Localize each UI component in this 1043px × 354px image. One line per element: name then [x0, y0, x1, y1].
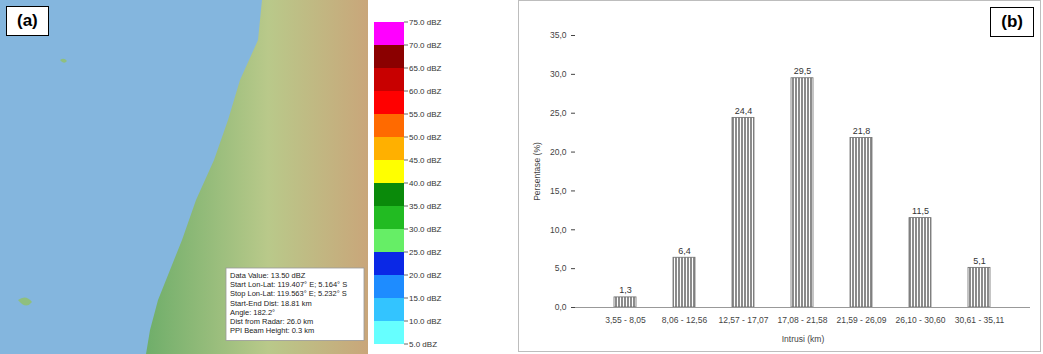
svg-text:Start Lon-Lat: 119.407° E; 5.1: Start Lon-Lat: 119.407° E; 5.164° S: [230, 280, 347, 289]
svg-text:Angle: 182.2°: Angle: 182.2°: [230, 308, 275, 317]
svg-text:0,0: 0,0: [555, 302, 567, 312]
svg-text:PPI Beam Height: 0.3 km: PPI Beam Height: 0.3 km: [230, 326, 314, 335]
svg-text:25.0 dBZ: 25.0 dBZ: [409, 248, 442, 257]
svg-text:29,5: 29,5: [794, 66, 812, 76]
svg-text:21,59 - 26,09: 21,59 - 26,09: [836, 315, 886, 325]
svg-text:Intrusi (km): Intrusi (km): [782, 334, 825, 344]
svg-text:26,10 - 30,60: 26,10 - 30,60: [895, 315, 945, 325]
svg-text:5.0 dBZ: 5.0 dBZ: [409, 340, 437, 349]
svg-text:1,3: 1,3: [619, 285, 632, 295]
svg-text:60.0 dBZ: 60.0 dBZ: [409, 87, 442, 96]
svg-text:6,4: 6,4: [678, 246, 691, 256]
svg-text:Stop Lon-Lat: 119.563° E; 5.23: Stop Lon-Lat: 119.563° E; 5.232° S: [230, 289, 347, 298]
svg-text:70.0 dBZ: 70.0 dBZ: [409, 41, 442, 50]
svg-text:30,0: 30,0: [550, 69, 567, 79]
svg-text:20.0 dBZ: 20.0 dBZ: [409, 271, 442, 280]
svg-text:35,0: 35,0: [550, 30, 567, 40]
html-text:(b): (b): [1001, 12, 1023, 31]
svg-text:20,0: 20,0: [550, 147, 567, 157]
svg-text:Data Value: 13.50 dBZ: Data Value: 13.50 dBZ: [230, 271, 306, 280]
svg-text:30.0 dBZ: 30.0 dBZ: [409, 225, 442, 234]
svg-text:Persentase (%): Persentase (%): [532, 142, 542, 201]
svg-text:75.0 dBZ: 75.0 dBZ: [409, 18, 442, 27]
html-text:(a): (a): [17, 11, 38, 30]
svg-text:10.0 dBZ: 10.0 dBZ: [409, 317, 442, 326]
svg-text:Start-End Dist: 18.81 km: Start-End Dist: 18.81 km: [230, 299, 312, 308]
svg-text:35.0 dBZ: 35.0 dBZ: [409, 202, 442, 211]
svg-text:10,0: 10,0: [550, 225, 567, 235]
svg-text:30,61 - 35,11: 30,61 - 35,11: [955, 315, 1005, 325]
svg-text:3,55 - 8,05: 3,55 - 8,05: [605, 315, 646, 325]
svg-text:55.0 dBZ: 55.0 dBZ: [409, 110, 442, 119]
svg-text:11,5: 11,5: [912, 206, 929, 216]
svg-text:12,57 - 17,07: 12,57 - 17,07: [718, 315, 768, 325]
svg-text:15.0 dBZ: 15.0 dBZ: [409, 294, 442, 303]
svg-text:45.0 dBZ: 45.0 dBZ: [409, 156, 442, 165]
svg-text:40.0 dBZ: 40.0 dBZ: [409, 179, 442, 188]
svg-text:50.0 dBZ: 50.0 dBZ: [409, 133, 442, 142]
svg-text:5,1: 5,1: [973, 256, 986, 266]
svg-text:25,0: 25,0: [550, 108, 567, 118]
svg-text:65.0 dBZ: 65.0 dBZ: [409, 64, 442, 73]
svg-text:21,8: 21,8: [853, 126, 871, 136]
svg-text:17,08 - 21,58: 17,08 - 21,58: [777, 315, 827, 325]
svg-text:8,06 - 12,56: 8,06 - 12,56: [662, 315, 708, 325]
svg-text:15,0: 15,0: [550, 186, 567, 196]
svg-text:Dist from Radar: 26.0 km: Dist from Radar: 26.0 km: [230, 317, 313, 326]
svg-text:24,4: 24,4: [735, 106, 753, 116]
svg-text:5,0: 5,0: [555, 263, 567, 273]
